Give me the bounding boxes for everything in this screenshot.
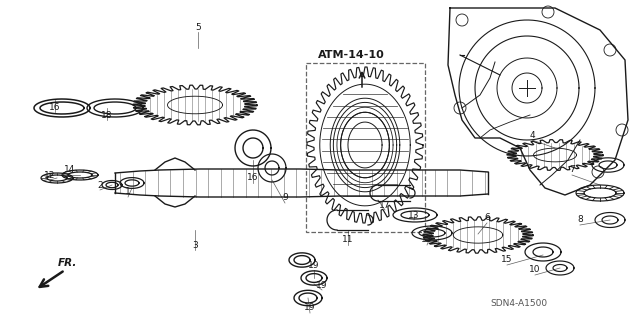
Text: 18: 18 (101, 110, 113, 120)
Text: 11: 11 (342, 235, 354, 244)
Text: SDN4-A1500: SDN4-A1500 (490, 299, 547, 308)
Text: 3: 3 (192, 241, 198, 249)
Text: FR.: FR. (58, 258, 77, 268)
Text: 2: 2 (97, 181, 103, 189)
Text: 16: 16 (247, 174, 259, 182)
Text: 8: 8 (577, 216, 583, 225)
Text: 6: 6 (484, 213, 490, 222)
Text: 17: 17 (380, 201, 391, 210)
Text: 12: 12 (44, 170, 56, 180)
Text: 13: 13 (421, 235, 433, 244)
Text: 13: 13 (408, 211, 420, 219)
Text: 4: 4 (529, 130, 535, 139)
Text: 9: 9 (282, 194, 288, 203)
Text: 1: 1 (125, 188, 131, 197)
Text: 16: 16 (49, 103, 61, 113)
Text: 19: 19 (308, 261, 320, 270)
Text: 7: 7 (569, 166, 575, 174)
Text: 19: 19 (304, 303, 316, 313)
Text: ATM-14-10: ATM-14-10 (318, 50, 385, 60)
Text: 10: 10 (529, 265, 541, 275)
Text: 19: 19 (316, 280, 328, 290)
Text: 14: 14 (64, 166, 76, 174)
Text: 15: 15 (501, 256, 513, 264)
Text: 5: 5 (195, 24, 201, 33)
